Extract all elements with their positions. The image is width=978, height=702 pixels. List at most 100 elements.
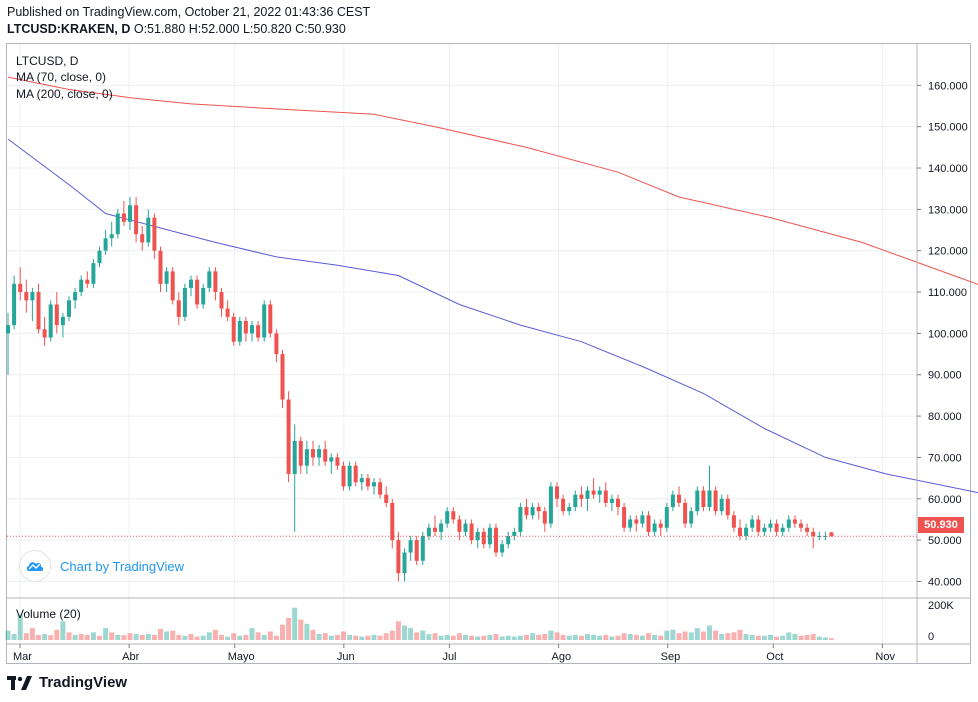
candle-body: [707, 490, 712, 508]
footer-brand[interactable]: TradingView: [7, 674, 127, 691]
candle: [54, 292, 59, 334]
candle-body: [768, 523, 773, 528]
candle-body: [463, 523, 468, 532]
candle: [408, 535, 413, 561]
candle-body: [500, 544, 505, 553]
tradingview-watermark[interactable]: Chart by TradingView: [20, 551, 184, 581]
candle-body: [481, 531, 486, 545]
volume-bar: [231, 633, 237, 640]
y-tick-label: 90.000: [928, 370, 962, 382]
volume-bar: [133, 634, 139, 640]
volume-bar: [5, 630, 11, 640]
legend-volume: Volume (20): [16, 607, 81, 621]
volume-bar: [304, 623, 310, 640]
last-price-label: 50.930: [918, 517, 964, 533]
candle: [616, 494, 620, 516]
candle: [658, 519, 663, 536]
volume-bar: [463, 634, 468, 640]
candle-body: [689, 511, 694, 524]
volume-bar: [688, 632, 694, 640]
candle-body: [311, 449, 315, 458]
candle-body: [286, 399, 291, 474]
candle-body: [738, 527, 742, 536]
candle-body: [408, 540, 413, 553]
volume-bar: [548, 630, 554, 640]
candle: [341, 461, 346, 491]
candle: [317, 445, 322, 466]
volume-bar: [469, 635, 475, 640]
candle-body: [262, 304, 267, 338]
candle-body: [128, 205, 132, 222]
candle: [18, 267, 23, 301]
volume-bar: [536, 634, 542, 640]
chart-frame[interactable]: [6, 43, 971, 664]
candle: [170, 267, 175, 305]
volume-bar: [505, 635, 511, 640]
symbol-title: LTCUSD:KRAKEN, D: [7, 22, 131, 36]
volume-bar: [194, 636, 200, 640]
volume-bar: [597, 635, 603, 640]
y-tick-label: 110.000: [928, 287, 967, 299]
candle-body: [426, 527, 431, 536]
candle-body: [237, 321, 242, 342]
volume-bar: [115, 634, 121, 640]
volume-bar: [560, 634, 566, 640]
volume-bar: [243, 634, 249, 640]
candle-body: [378, 482, 383, 495]
candles: [6, 196, 834, 582]
watermark-text: Chart by TradingView: [60, 558, 185, 574]
candle: [201, 283, 206, 309]
volume-bar: [585, 634, 590, 640]
candle: [85, 271, 90, 288]
volume-bar: [72, 634, 78, 640]
volume-bar: [755, 635, 761, 640]
candle-body: [42, 329, 47, 338]
candle: [719, 494, 724, 516]
candle: [780, 523, 785, 536]
candle-body: [530, 507, 535, 516]
candle: [603, 482, 608, 508]
candle: [536, 502, 541, 520]
volume-bar: [578, 635, 584, 640]
candle-body: [109, 234, 114, 239]
volume-bar: [255, 632, 261, 640]
volume-bar: [438, 635, 444, 640]
y-tick-label: 80.000: [928, 411, 962, 423]
candle-body: [103, 238, 108, 251]
candle-body: [182, 287, 187, 317]
candle-body: [317, 449, 322, 458]
candle-body: [670, 494, 675, 508]
candle-body: [725, 498, 730, 516]
candle: [384, 486, 389, 508]
candle-body: [445, 511, 450, 524]
volume-bar: [481, 635, 487, 640]
candle-body: [823, 535, 828, 537]
candle: [683, 498, 688, 528]
candle: [323, 440, 328, 466]
candle: [487, 523, 492, 549]
y-tick-label: 50.000: [928, 535, 962, 547]
volume-bar: [774, 636, 780, 640]
candle: [128, 196, 132, 231]
candle-body: [341, 465, 346, 487]
volume-bar: [725, 633, 731, 640]
candle-body: [536, 507, 541, 512]
candle-body: [268, 304, 273, 334]
candle: [329, 453, 334, 474]
candle-body: [731, 515, 736, 528]
y-tick-label: 140.000: [928, 163, 968, 175]
x-tick-label: Mayo: [228, 651, 255, 663]
volume-bar: [97, 635, 102, 640]
volume-bar: [377, 635, 383, 640]
volume-bar: [212, 629, 218, 640]
candle: [512, 527, 517, 541]
volume-bar: [158, 628, 163, 640]
volume-bar: [145, 634, 151, 640]
candle: [250, 321, 254, 342]
candle: [311, 440, 315, 466]
candle: [189, 275, 193, 297]
symbol-ohlc-line: LTCUSD:KRAKEN, D O:51.880 H:52.000 L:50.…: [7, 22, 346, 36]
candle-body: [780, 527, 785, 532]
candle-body: [756, 519, 761, 532]
